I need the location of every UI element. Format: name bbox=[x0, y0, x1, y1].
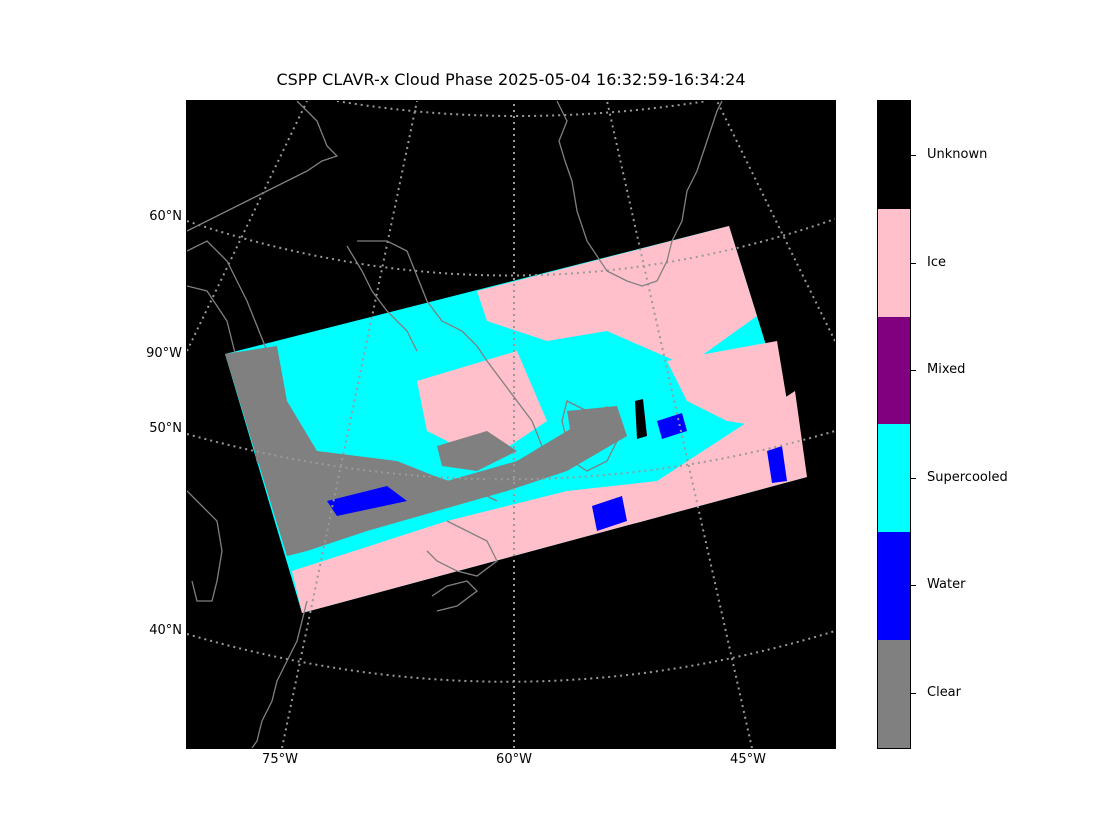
colorbar-label-unknown: Unknown bbox=[927, 147, 988, 162]
graticule bbox=[187, 101, 835, 748]
colorbar-swatch-water bbox=[878, 532, 910, 640]
map-area bbox=[186, 100, 836, 749]
map-title: CSPP CLAVR-x Cloud Phase 2025-05-04 16:3… bbox=[276, 70, 746, 89]
water-region-2 bbox=[592, 496, 627, 531]
colorbar-label-supercooled: Supercooled bbox=[927, 470, 1008, 485]
map-svg bbox=[187, 101, 835, 748]
colorbar-swatch-unknown bbox=[878, 101, 910, 209]
lon-line-30w bbox=[716, 101, 835, 342]
colorbar-label-water: Water bbox=[927, 577, 966, 592]
ice-region-north bbox=[477, 226, 757, 366]
lon-line-45w bbox=[606, 101, 753, 748]
clear-region-west bbox=[225, 346, 627, 556]
coast-greenland bbox=[556, 101, 723, 287]
coast-baffin bbox=[187, 101, 339, 232]
water-region-1 bbox=[657, 413, 687, 439]
lat-line-70n bbox=[336, 101, 708, 117]
colorbar-tick bbox=[910, 263, 916, 264]
coast-quebec-north bbox=[346, 245, 418, 352]
colorbar-label-ice: Ice bbox=[927, 255, 946, 270]
ice-region-central bbox=[417, 351, 547, 461]
colorbar-swatch-ice bbox=[878, 209, 910, 317]
colorbar-tick bbox=[910, 370, 916, 371]
colorbar-swatch-supercooled bbox=[878, 424, 910, 532]
water-region-3 bbox=[767, 446, 787, 483]
lat-label-50n: 50°N bbox=[149, 421, 182, 436]
colorbar-swatch-mixed bbox=[878, 317, 910, 424]
lat-label-90w: 90°W bbox=[146, 346, 182, 361]
coastlines bbox=[187, 101, 723, 748]
colorbar-tick bbox=[910, 478, 916, 479]
lat-line-40n bbox=[187, 630, 835, 683]
coast-newfoundland bbox=[561, 400, 618, 472]
colorbar-tick bbox=[910, 585, 916, 586]
coast-great-lakes bbox=[187, 490, 223, 602]
coast-labrador bbox=[357, 240, 543, 482]
coast-us-east bbox=[251, 600, 308, 748]
coast-st-lawrence bbox=[386, 460, 498, 502]
lon-line-90w bbox=[187, 101, 308, 352]
coast-nova-scotia bbox=[431, 580, 478, 612]
colorbar bbox=[877, 100, 911, 749]
lat-label-40n: 40°N bbox=[149, 623, 182, 638]
ice-region-east bbox=[667, 341, 792, 431]
colorbar-label-clear: Clear bbox=[927, 685, 961, 700]
colorbar-tick bbox=[910, 155, 916, 156]
water-region-4 bbox=[327, 486, 407, 516]
lat-line-60n bbox=[187, 218, 835, 277]
lat-label-60n: 60°N bbox=[149, 209, 182, 224]
coast-maritimes bbox=[426, 520, 498, 577]
lon-line-75w bbox=[281, 101, 418, 748]
colorbar-label-mixed: Mixed bbox=[927, 362, 966, 377]
colorbar-tick bbox=[910, 693, 916, 694]
coast-hudson-bay bbox=[187, 240, 288, 462]
unknown-region bbox=[635, 399, 647, 439]
lon-label-75w: 75°W bbox=[262, 752, 298, 767]
ice-region-south bbox=[292, 391, 807, 613]
cloud-phase-swath bbox=[225, 226, 807, 613]
colorbar-swatch-clear bbox=[878, 640, 910, 748]
lon-label-45w: 45°W bbox=[730, 752, 766, 767]
clear-region-bay bbox=[437, 431, 517, 471]
lon-label-60w: 60°W bbox=[496, 752, 532, 767]
clear-region-centre bbox=[567, 406, 627, 446]
